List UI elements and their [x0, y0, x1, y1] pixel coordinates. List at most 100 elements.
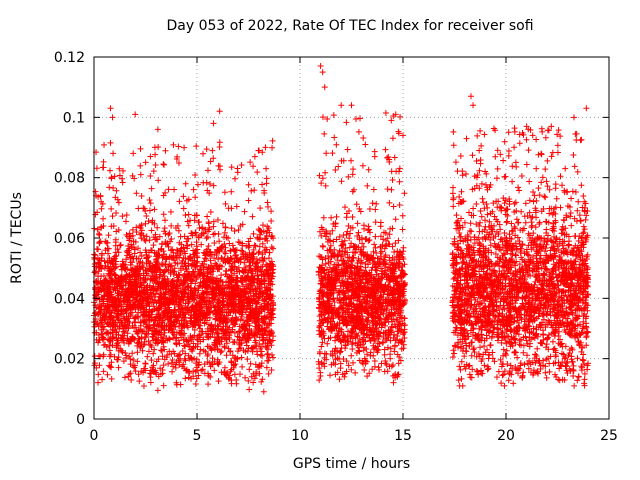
data-point: [177, 381, 184, 388]
data-point: [228, 164, 235, 171]
data-point: [209, 147, 216, 154]
data-point: [113, 187, 120, 194]
data-point: [169, 356, 176, 363]
data-point: [320, 243, 327, 250]
data-point: [371, 358, 378, 365]
data-point: [320, 214, 327, 221]
data-point: [228, 380, 235, 387]
data-point: [161, 225, 168, 232]
data-point: [331, 134, 338, 141]
data-point: [135, 371, 142, 378]
data-point: [258, 360, 265, 367]
data-point: [135, 245, 142, 252]
data-point: [100, 215, 107, 222]
data-point: [371, 148, 378, 155]
data-point: [231, 371, 238, 378]
data-point: [113, 228, 120, 235]
data-point: [108, 310, 115, 317]
data-point: [366, 226, 373, 233]
data-point: [107, 363, 114, 370]
data-point: [207, 180, 214, 187]
data-point: [155, 177, 162, 184]
data-point: [263, 165, 270, 172]
data-point: [129, 350, 136, 357]
data-point: [100, 158, 107, 165]
data-point: [115, 227, 122, 234]
data-point: [119, 179, 126, 186]
data-point: [388, 186, 395, 193]
data-point: [215, 256, 222, 263]
data-point: [93, 165, 100, 172]
data-point: [171, 186, 178, 193]
data-point: [120, 358, 127, 365]
data-point: [113, 209, 120, 216]
data-point: [215, 162, 222, 169]
data-point: [324, 340, 331, 347]
data-point: [242, 374, 249, 381]
data-point: [254, 169, 261, 176]
data-point: [138, 192, 145, 199]
data-point: [134, 349, 141, 356]
data-point: [362, 141, 369, 148]
data-point: [151, 144, 158, 151]
data-point: [221, 249, 228, 256]
data-point: [167, 208, 174, 215]
data-point: [179, 348, 186, 355]
data-point: [180, 361, 187, 368]
data-point: [238, 354, 245, 361]
data-point: [316, 377, 323, 384]
data-point: [182, 375, 189, 382]
data-point: [177, 233, 184, 240]
data-point: [203, 146, 210, 153]
data-point: [352, 369, 359, 376]
data-point: [250, 230, 257, 237]
data-point: [130, 150, 137, 157]
data-point: [251, 187, 258, 194]
data-point: [355, 229, 362, 236]
data-point: [192, 194, 199, 201]
data-point: [252, 243, 259, 250]
data-point: [151, 206, 158, 213]
data-point: [104, 371, 111, 378]
data-point: [146, 207, 153, 214]
data-point: [210, 155, 217, 162]
data-point: [147, 379, 154, 386]
data-point: [361, 366, 368, 373]
data-point: [195, 372, 202, 379]
data-point: [145, 218, 152, 225]
data-point: [479, 195, 486, 202]
data-point: [185, 211, 192, 218]
data-point: [144, 353, 151, 360]
data-points: [91, 63, 592, 395]
data-point: [128, 376, 135, 383]
data-point: [192, 360, 199, 367]
data-point: [121, 374, 128, 381]
data-point: [401, 190, 408, 197]
data-point: [106, 347, 113, 354]
data-point: [238, 247, 245, 254]
data-point: [262, 144, 269, 151]
data-point: [261, 187, 268, 194]
data-point: [122, 218, 129, 225]
data-point: [237, 371, 244, 378]
data-point: [119, 175, 126, 182]
data-point: [343, 214, 350, 221]
data-point: [265, 255, 272, 262]
data-point: [383, 361, 390, 368]
data-point: [215, 361, 222, 368]
data-point: [349, 346, 356, 353]
data-point: [92, 252, 99, 259]
data-point: [126, 353, 133, 360]
data-point: [167, 269, 174, 276]
data-point: [200, 150, 206, 157]
data-point: [228, 358, 235, 365]
data-point: [360, 135, 367, 142]
data-point: [102, 276, 109, 283]
data-point: [372, 206, 379, 213]
data-point: [222, 200, 229, 207]
data-point: [98, 205, 105, 212]
data-point: [257, 352, 264, 359]
data-point: [108, 375, 115, 382]
data-point: [335, 163, 342, 170]
data-point: [232, 175, 239, 182]
